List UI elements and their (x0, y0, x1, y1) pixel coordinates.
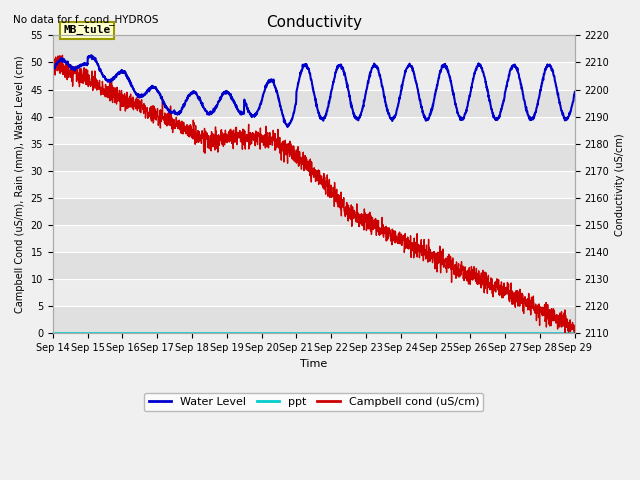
Bar (52, 62, 575, 90)
Legend: Water Level, ppt, Campbell cond (uS/cm): Water Level, ppt, Campbell cond (uS/cm) (144, 393, 483, 411)
Bar (52, 252, 575, 279)
Bar (52, 198, 575, 225)
Y-axis label: Conductivity (uS/cm): Conductivity (uS/cm) (615, 133, 625, 236)
X-axis label: Time: Time (300, 359, 328, 369)
Bar (52, 117, 575, 144)
Bar (52, 36, 575, 62)
Title: Conductivity: Conductivity (266, 15, 362, 30)
Bar (52, 225, 575, 252)
Bar (52, 279, 575, 306)
Y-axis label: Campbell Cond (uS/m), Rain (mm), Water Level (cm): Campbell Cond (uS/m), Rain (mm), Water L… (15, 56, 25, 313)
Text: No data for f_cond_HYDROS: No data for f_cond_HYDROS (13, 14, 158, 25)
Bar (52, 144, 575, 171)
Bar (52, 306, 575, 334)
Text: MB_tule: MB_tule (63, 25, 111, 36)
Bar (52, 171, 575, 198)
Bar (52, 90, 575, 117)
